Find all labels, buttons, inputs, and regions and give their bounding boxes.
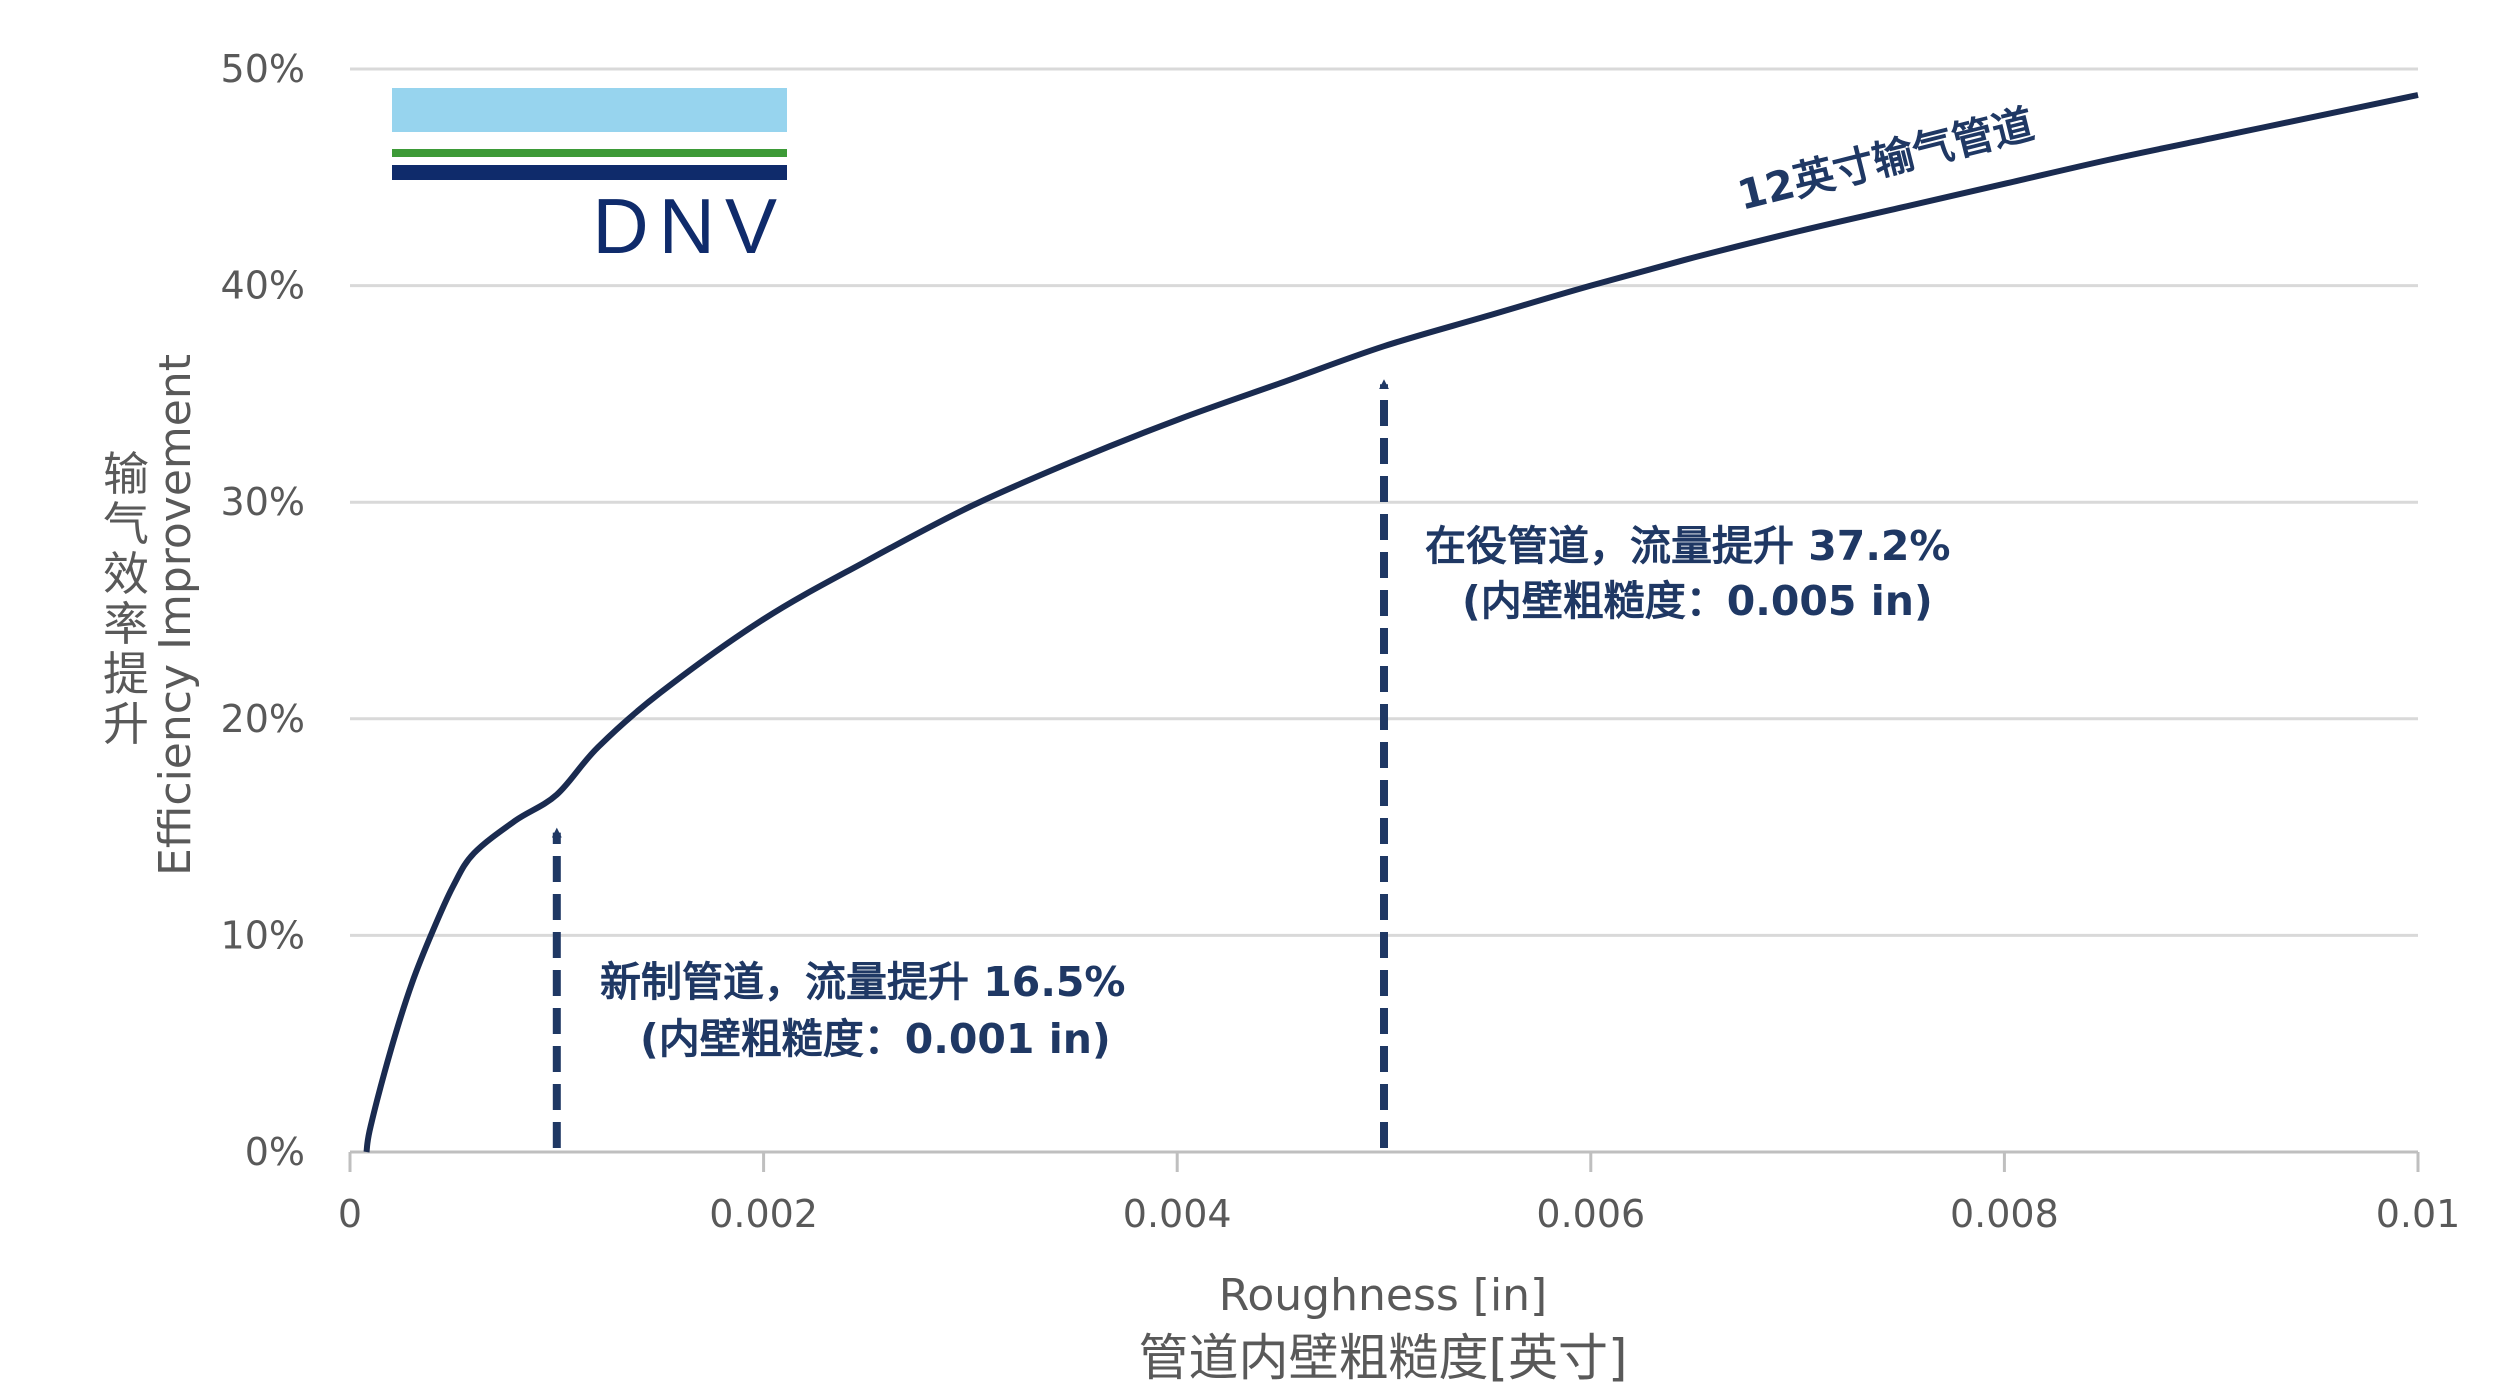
x-axis-title: Roughness [in] (1219, 1270, 1547, 1321)
x-tick-label: 0.004 (1123, 1192, 1232, 1236)
y-axis-title-cn: 输气效率提升 (103, 447, 149, 751)
dnv-logo: DNV (392, 88, 787, 270)
x-tick-label: 0 (338, 1192, 362, 1236)
annotations: 新制管道，流量提升 16.5% (内壁粗糙度：0.001 in) 在役管道，流量提升… (551, 379, 1951, 1148)
annotation-text-line1: 新制管道，流量提升 16.5% (600, 958, 1126, 1006)
logo-band-light-blue (392, 88, 787, 132)
gridlines (350, 67, 2418, 937)
series-layer (363, 92, 2419, 1153)
annotation-text-line2: (内壁粗糙度：0.005 in) (1462, 577, 1933, 625)
axes: 0% 10% 20% 30% 40% 50% 0 0.002 0.004 0.006 0.008 0.… (221, 47, 2461, 1236)
x-tick-label: 0.006 (1536, 1192, 1645, 1236)
annotation-text-line1: 在役管道，流量提升 37.2% (1425, 522, 1951, 570)
x-tick-label: 0.002 (709, 1192, 818, 1236)
x-tick-label: 0.01 (2376, 1192, 2461, 1236)
logo-band-green (392, 149, 787, 157)
x-tick-label: 0.008 (1950, 1192, 2059, 1236)
y-tick-label: 50% (221, 47, 305, 91)
y-tick-label: 0% (245, 1130, 305, 1174)
x-axis-title-cn: 管道内壁粗糙度[英寸] (1138, 1329, 1627, 1387)
series-label: 12英寸输气管道 (1733, 100, 2039, 220)
series-line (363, 92, 2419, 1153)
y-tick-label: 30% (221, 480, 305, 524)
y-axis-title: Efficiency Improvement (150, 354, 201, 876)
y-tick-label: 20% (221, 697, 305, 741)
y-tick-label: 40% (221, 264, 305, 308)
logo-band-dark-blue (392, 165, 787, 180)
annotation-text-line2: (内壁粗糙度：0.001 in) (640, 1015, 1111, 1063)
y-tick-label: 10% (221, 913, 305, 957)
logo-text: DNV (592, 182, 787, 270)
